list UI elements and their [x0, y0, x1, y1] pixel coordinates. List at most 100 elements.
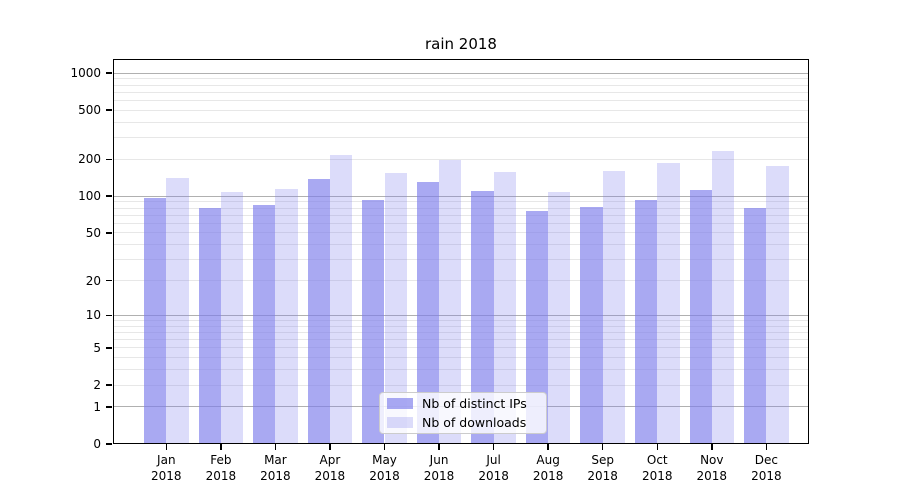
x-tick-mark: [329, 444, 331, 450]
bar-downloads-dec: [766, 165, 789, 444]
x-tick-label: Nov 2018: [696, 453, 728, 483]
gridline-minor: [113, 357, 809, 359]
y-tick-label: 20: [85, 273, 101, 288]
x-tick-label: Apr 2018: [314, 453, 346, 483]
x-tick-label: Feb 2018: [205, 453, 237, 483]
bar-ips-may: [362, 200, 385, 444]
gridline-minor: [113, 201, 809, 203]
x-tick-label: Sep 2018: [587, 453, 618, 483]
gridline-minor: [113, 339, 809, 341]
y-tick-mark: [106, 279, 112, 282]
gridline-minor: [113, 280, 809, 282]
gridline-major: [113, 72, 809, 74]
bar-ips-apr: [307, 179, 330, 444]
gridline-major: [113, 314, 809, 316]
x-tick-mark: [165, 444, 168, 450]
legend-swatch-downloads: [387, 417, 413, 428]
gridline-minor: [113, 232, 809, 234]
y-tick-mark: [106, 406, 112, 408]
x-tick-label: Jun 2018: [423, 453, 455, 483]
bar-ips-mar: [253, 204, 276, 444]
gridline-minor: [113, 121, 809, 123]
bar-downloads-jan: [166, 177, 189, 444]
gridline-minor: [113, 259, 809, 261]
gridline-minor: [113, 137, 809, 139]
gridline-minor: [113, 325, 809, 327]
gridline-minor: [113, 369, 809, 371]
y-tick-label: 200: [78, 152, 101, 167]
gridline-minor: [113, 244, 809, 246]
x-tick-label: Aug 2018: [532, 453, 564, 483]
gridline-minor: [113, 319, 809, 321]
y-tick-label: 2: [93, 378, 101, 393]
x-tick-mark: [601, 444, 604, 450]
gridline-minor: [113, 78, 809, 80]
bar-ips-jun: [416, 182, 440, 444]
y-tick-mark: [106, 347, 112, 349]
x-tick-label: Mar 2018: [260, 453, 291, 483]
gridline-minor: [113, 207, 809, 209]
bar-downloads-nov: [711, 150, 735, 444]
bar-ips-sep: [580, 206, 603, 444]
gridline-minor: [113, 384, 809, 386]
y-tick-label: 100: [78, 189, 101, 204]
bar-downloads-aug: [548, 192, 571, 444]
bar-downloads-may: [384, 173, 407, 444]
y-tick-mark: [106, 158, 112, 161]
y-tick-mark: [106, 195, 112, 197]
gridline-minor: [113, 84, 809, 86]
y-tick-mark: [106, 443, 112, 445]
x-tick-mark: [765, 444, 768, 450]
bar-downloads-mar: [275, 189, 298, 444]
y-tick-mark: [106, 72, 112, 74]
bar-ips-dec: [744, 208, 767, 444]
legend-swatch-distinct-ips: [387, 398, 413, 409]
x-tick-label: Oct 2018: [641, 453, 673, 483]
x-tick-mark: [492, 444, 495, 450]
bar-ips-aug: [525, 211, 549, 444]
y-tick-label: 10: [85, 308, 101, 323]
gridline-minor: [113, 214, 809, 216]
x-tick-label: Jan 2018: [151, 453, 182, 483]
y-tick-label: 1: [93, 399, 101, 414]
gridline-minor: [113, 109, 809, 111]
x-tick-label: Dec 2018: [751, 453, 782, 483]
x-tick-mark: [220, 444, 222, 450]
legend-item-distinct-ips: Nb of distinct IPs: [380, 395, 546, 412]
chart-title: rain 2018: [425, 35, 497, 53]
x-tick-mark: [383, 444, 386, 450]
bar-downloads-apr: [329, 154, 353, 444]
bar-downloads-jun: [439, 159, 462, 444]
legend-label-distinct-ips: Nb of distinct IPs: [422, 396, 527, 411]
bar-ips-nov: [689, 189, 712, 444]
legend: Nb of distinct IPs Nb of downloads: [379, 392, 547, 434]
y-tick-label: 5: [93, 340, 101, 355]
y-tick-mark: [106, 384, 112, 386]
bar-ips-feb: [198, 208, 221, 444]
bar-ips-jul: [471, 191, 494, 444]
x-tick-label: Jul 2018: [478, 453, 509, 483]
gridline-minor: [113, 331, 809, 333]
bar-downloads-oct: [657, 163, 680, 444]
x-tick-mark: [547, 444, 549, 450]
y-tick-label: 1000: [70, 66, 101, 81]
bar-downloads-sep: [602, 171, 625, 444]
bar-ips-oct: [634, 200, 658, 444]
gridline-minor: [113, 99, 809, 101]
x-tick-mark: [656, 444, 658, 450]
bar-downloads-jul: [493, 171, 516, 444]
gridline-minor: [113, 91, 809, 93]
gridline-minor: [113, 222, 809, 224]
y-tick-label: 500: [78, 103, 101, 118]
y-tick-label: 0: [93, 437, 101, 451]
legend-item-downloads: Nb of downloads: [380, 414, 546, 431]
x-tick-mark: [438, 444, 440, 450]
bar-ips-jan: [144, 197, 167, 444]
gridline-major: [113, 195, 809, 197]
x-tick-label: May 2018: [369, 453, 400, 483]
gridline-minor: [113, 347, 809, 349]
y-tick-mark: [106, 314, 112, 316]
plot-area: [113, 59, 809, 444]
y-tick-mark: [106, 109, 112, 111]
